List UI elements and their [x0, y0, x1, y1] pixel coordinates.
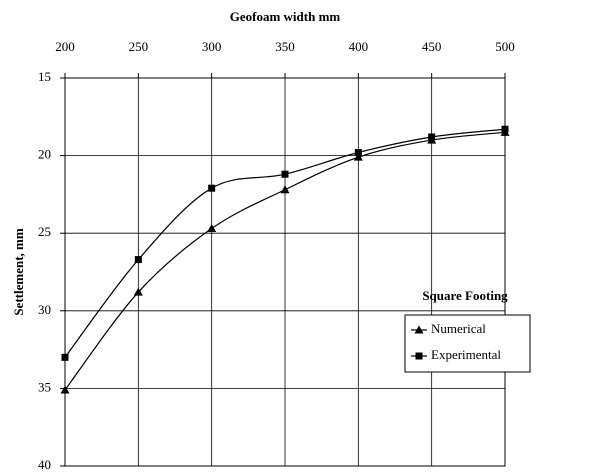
legend-title: Square Footing [422, 288, 508, 303]
marker [61, 353, 69, 361]
marker [207, 224, 217, 233]
y-tick-label: 30 [38, 302, 51, 317]
x-tick-label: 500 [495, 39, 515, 54]
marker [208, 184, 216, 192]
marker [414, 325, 424, 334]
x-axis-title: Geofoam width mm [230, 9, 341, 24]
marker [281, 170, 289, 178]
marker [501, 125, 509, 133]
x-tick-label: 300 [202, 39, 222, 54]
marker [133, 287, 143, 296]
y-axis-title: Settlement, mm [11, 228, 26, 316]
x-tick-label: 200 [55, 39, 75, 54]
legend: Numerical Experimental [404, 314, 531, 373]
x-tick-label: 400 [349, 39, 369, 54]
x-tick-label: 250 [129, 39, 149, 54]
marker [280, 185, 290, 194]
legend-label: Numerical [431, 321, 486, 336]
marker [415, 352, 423, 360]
marker [428, 133, 436, 141]
x-tick-label: 350 [275, 39, 295, 54]
marker [354, 148, 362, 156]
y-tick-label: 15 [38, 69, 51, 84]
marker [60, 385, 70, 394]
y-tick-label: 20 [38, 147, 51, 162]
y-tick-label: 40 [38, 457, 51, 472]
legend-box [404, 314, 531, 373]
marker [134, 256, 142, 264]
marker [353, 152, 363, 161]
plot-frame [64, 77, 506, 467]
legend-label: Experimental [431, 347, 501, 362]
x-tick-label: 450 [422, 39, 442, 54]
y-tick-label: 25 [38, 224, 51, 239]
y-tick-label: 35 [38, 379, 51, 394]
